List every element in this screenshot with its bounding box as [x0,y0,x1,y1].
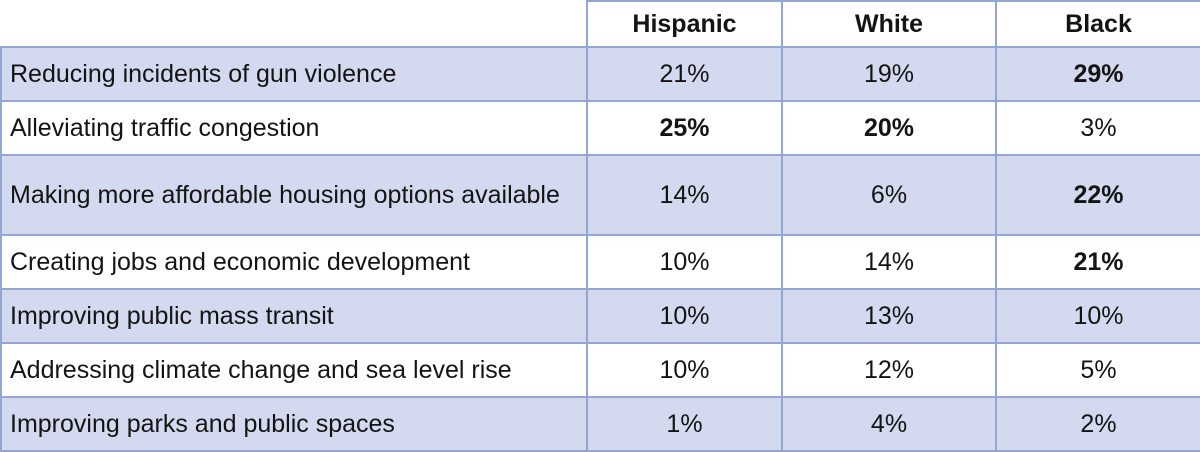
table-body: Reducing incidents of gun violence 21% 19%… [0,46,1200,452]
cell-black: 2% [995,396,1200,452]
cell-black: 10% [995,288,1200,344]
cell-white: 20% [781,100,997,156]
column-header-white: White [781,0,997,48]
column-header-hispanic: Hispanic [586,0,783,48]
cell-black: 29% [995,46,1200,102]
header-row: Hispanic White Black [0,0,1200,48]
cell-white: 12% [781,342,997,398]
cell-black: 3% [995,100,1200,156]
header-blank-cell [0,0,588,48]
table-row: Addressing climate change and sea level … [0,342,1200,398]
table-row: Making more affordable housing options a… [0,154,1200,236]
table-row: Reducing incidents of gun violence 21% 19%… [0,46,1200,102]
row-label: Creating jobs and economic development [0,234,588,290]
cell-hispanic: 14% [586,154,783,236]
column-header-black: Black [995,0,1200,48]
row-label: Improving parks and public spaces [0,396,588,452]
cell-hispanic: 10% [586,342,783,398]
table-row: Alleviating traffic congestion 25% 20% 3% [0,100,1200,156]
table-row: Improving parks and public spaces 1% 4% 2% [0,396,1200,452]
row-label: Addressing climate change and sea level … [0,342,588,398]
cell-hispanic: 1% [586,396,783,452]
table-row: Improving public mass transit 10% 13% 10% [0,288,1200,344]
cell-hispanic: 25% [586,100,783,156]
cell-hispanic: 10% [586,288,783,344]
cell-white: 4% [781,396,997,452]
row-label: Improving public mass transit [0,288,588,344]
cell-white: 13% [781,288,997,344]
cell-hispanic: 21% [586,46,783,102]
cell-white: 14% [781,234,997,290]
row-label: Alleviating traffic congestion [0,100,588,156]
row-label: Making more affordable housing options a… [0,154,588,236]
row-label: Reducing incidents of gun violence [0,46,588,102]
cell-black: 22% [995,154,1200,236]
cell-hispanic: 10% [586,234,783,290]
cell-black: 21% [995,234,1200,290]
cell-black: 5% [995,342,1200,398]
cell-white: 19% [781,46,997,102]
table-row: Creating jobs and economic development 10… [0,234,1200,290]
cell-white: 6% [781,154,997,236]
